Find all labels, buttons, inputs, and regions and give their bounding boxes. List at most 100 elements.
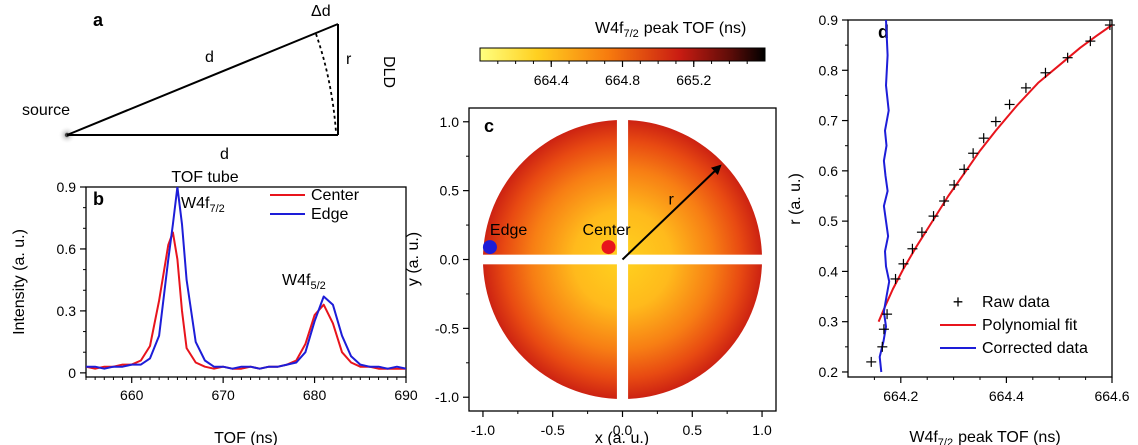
x-tick-label-d-664.4: 664.4 [989, 388, 1024, 404]
colorbar-title: W4f7/2 peak TOF (ns) [595, 20, 746, 40]
x-tick-label-b-680: 680 [303, 387, 327, 403]
raw-data-point [878, 324, 889, 335]
y-tick-label-d-0.8: 0.8 [819, 62, 839, 78]
radius-arrow [621, 164, 722, 261]
y-tick-label-d-0.4: 0.4 [819, 263, 839, 279]
y-tick-label-c--1.0: -1.0 [435, 389, 459, 405]
colorbar [479, 47, 766, 62]
raw-data-point [882, 309, 893, 320]
y-tick-label-c-0.0: 0.0 [440, 252, 460, 268]
y-tick-label-b-0.9: 0.9 [57, 179, 77, 195]
raw-data-point [890, 273, 901, 284]
y-tick-label-b-0: 0 [68, 365, 76, 381]
x-axis-label-d: W4f7/2 peak TOF (ns) [909, 429, 1060, 445]
legend-marker-raw: + [953, 292, 964, 312]
x-tick-label-c-0.5: 0.5 [683, 422, 703, 438]
legend-label-raw: Raw data [982, 294, 1050, 311]
marker-center [601, 240, 616, 255]
x-tick-label-d-664.6: 664.6 [1094, 388, 1129, 404]
y-tick-label-b-0.6: 0.6 [57, 241, 77, 257]
raw-data-point [907, 243, 918, 254]
raw-data-point [1004, 99, 1015, 110]
y-tick-label-c-1.0: 1.0 [440, 114, 460, 130]
y-tick-label-d-0.7: 0.7 [819, 113, 839, 129]
x-tick-label-b-690: 690 [394, 387, 418, 403]
axes-frame-b [85, 186, 407, 378]
raw-data-point [1062, 52, 1073, 63]
raw-data-point [959, 164, 970, 175]
label-d-top: d [205, 49, 214, 66]
raw-data-point [877, 341, 888, 352]
series-line-center [86, 231, 406, 370]
tick-marks-b [80, 186, 407, 383]
marker-label-edge: Edge [490, 222, 527, 239]
label-source: source [22, 102, 70, 119]
colorbar-ticks [497, 61, 748, 67]
legend-label-fit: Polynomial fit [982, 317, 1078, 334]
series-lines-b [86, 187, 406, 370]
panel-letter-a: a [93, 10, 104, 30]
panel-letter-c: c [484, 116, 494, 136]
oblique-path-line [66, 23, 339, 136]
x-tick-label-c-1.0: 1.0 [752, 422, 772, 438]
tick-marks-c [463, 121, 763, 417]
y-tick-label-d-0.3: 0.3 [819, 314, 839, 330]
x-tick-label-b-660: 660 [120, 387, 144, 403]
label-delta-d: Δd [311, 3, 331, 20]
raw-data-point [968, 148, 979, 159]
raw-data-point [866, 356, 877, 367]
x-tick-label-d-664.2: 664.2 [883, 388, 918, 404]
annotation-peak-w4f72: W4f7/2 [181, 195, 225, 215]
arc-dashed [315, 33, 337, 133]
raw-data-point [1104, 20, 1115, 31]
annotation-peak-w4f52: W4f5/2 [282, 272, 326, 292]
raw-data-point [916, 227, 927, 238]
legend-label-corrected: Corrected data [982, 340, 1088, 357]
x-tick-label-b-670: 670 [211, 387, 235, 403]
series-line-edge [86, 187, 406, 370]
raw-data-point [949, 179, 960, 190]
raw-data-points [866, 20, 1115, 367]
y-tick-label-c-0.5: 0.5 [440, 183, 460, 199]
panel-letter-d: d [878, 22, 889, 42]
y-tick-label-d-0.5: 0.5 [819, 213, 839, 229]
raw-data-point [928, 211, 939, 222]
raw-data-point [939, 196, 950, 207]
x-axis-label-b: TOF (ns) [214, 430, 278, 445]
label-tube: TOF tube [171, 169, 238, 186]
panel-d: d 664.2 664.4 664.6 0.2 0.3 0.4 0.5 0.6 … [787, 12, 1130, 445]
y-tick-label-b-0.3: 0.3 [57, 303, 77, 319]
marker-label-center: Center [583, 222, 632, 239]
y-tick-label-d-0.2: 0.2 [819, 364, 839, 380]
y-tick-label-d-0.6: 0.6 [819, 163, 839, 179]
colorbar-tick-label-665.2: 665.2 [676, 72, 711, 88]
radius-arrow-label: r [669, 191, 675, 208]
series-line-corrected-data [878, 19, 891, 373]
raw-data-point [898, 258, 909, 269]
panel-c: W4f7/2 peak TOF (ns) 664.4 664.8 665.2 c … [405, 20, 777, 445]
x-tick-label-c-0.0: 0.0 [613, 422, 633, 438]
y-axis-label-b: Intensity (a. u.) [11, 229, 28, 335]
x-tick-label-c--1.0: -1.0 [471, 422, 495, 438]
y-axis-label-d: r (a. u.) [787, 173, 804, 225]
raw-data-point [990, 116, 1001, 127]
panel-b: b 660 670 680 690 0 0.3 0.6 0.9 TOF (ns)… [11, 179, 418, 445]
raw-data-point [978, 133, 989, 144]
panel-a: a source d d Δd r DLD TOF tube [22, 3, 397, 186]
y-tick-label-d-0.9: 0.9 [819, 12, 839, 28]
colorbar-tick-label-664.4: 664.4 [534, 72, 569, 88]
legend-label-edge: Edge [311, 206, 348, 223]
label-detector: DLD [380, 56, 397, 88]
raw-data-point [1020, 82, 1031, 93]
tick-marks-d [842, 19, 1113, 383]
panel-letter-b: b [93, 189, 104, 209]
raw-data-point [1085, 36, 1096, 47]
raw-data-point [1040, 67, 1051, 78]
marker-edge [482, 240, 497, 255]
series-line-polynomial-fit [877, 24, 1113, 323]
colorbar-tick-label-664.8: 664.8 [605, 72, 640, 88]
x-axis-label-c: x (a. u.) [595, 430, 649, 445]
label-r: r [346, 51, 352, 68]
legend-label-center: Center [311, 187, 360, 204]
